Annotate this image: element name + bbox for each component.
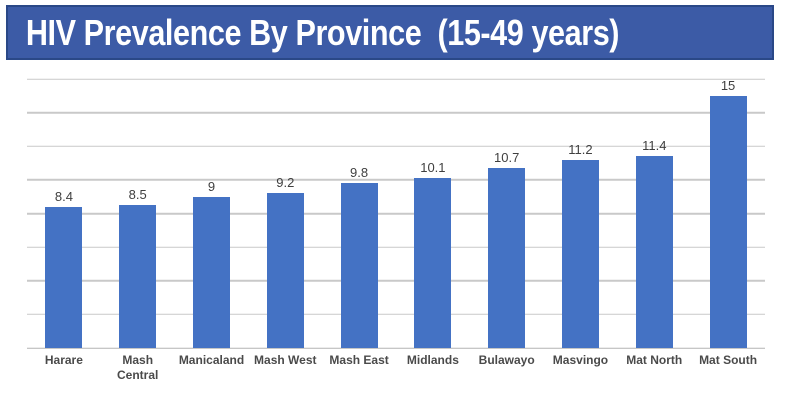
category-label: Midlands <box>406 353 459 367</box>
gridline <box>27 246 765 248</box>
category-label: Manicaland <box>178 353 245 367</box>
bar-slot: 9 <box>175 79 249 348</box>
category-label: Mash East <box>329 353 389 367</box>
gridline <box>27 111 765 114</box>
category-label: Masvingo <box>552 353 609 367</box>
bar-slot: 11.4 <box>617 79 691 348</box>
bar-slot: 8.5 <box>101 79 175 348</box>
bar <box>635 156 673 348</box>
data-label: 11.2 <box>568 141 593 157</box>
data-label: 10.1 <box>420 160 446 176</box>
data-label: 10.7 <box>494 150 520 166</box>
bars-row: 8.4 8.5 9 9.2 9.8 10.1 10.7 11.2 11.4 15 <box>27 77 765 348</box>
gridline <box>27 212 765 215</box>
data-label: 8.5 <box>128 187 147 203</box>
bar-slot: 11.2 <box>544 79 618 348</box>
bar-slot: 9.2 <box>248 79 322 348</box>
data-label: 8.4 <box>54 188 73 204</box>
category-label: Harare <box>44 353 83 367</box>
bar <box>414 178 452 348</box>
category-label: Mash West <box>254 353 317 367</box>
bar <box>266 193 304 348</box>
category-label: Bulawayo <box>478 353 535 367</box>
data-label: 9 <box>207 178 216 194</box>
gridline <box>27 78 765 80</box>
data-label: 11.4 <box>642 138 667 154</box>
bar-slot: 8.4 <box>27 79 101 348</box>
plot-area: 8.4 8.5 9 9.2 9.8 10.1 10.7 11.2 11.4 15 <box>27 77 765 349</box>
category-label: Mash Central <box>117 353 159 382</box>
category-label: Mat South <box>699 353 758 367</box>
gridline <box>27 145 765 147</box>
chart-title: HIV Prevalence By Province (15-49 years) <box>25 11 620 53</box>
bar <box>119 205 157 348</box>
bar-slot: 10.7 <box>470 79 544 348</box>
data-label: 9.2 <box>276 175 295 191</box>
gridline <box>27 280 765 282</box>
bar <box>192 196 230 348</box>
bar <box>45 206 83 348</box>
bar <box>709 95 747 348</box>
category-label: Mat North <box>626 353 683 367</box>
data-label: 9.8 <box>350 165 369 181</box>
data-label: 15 <box>720 77 736 93</box>
bar-slot: 10.1 <box>396 79 470 348</box>
gridline <box>27 179 765 181</box>
bar-slot: 15 <box>691 77 765 348</box>
bar <box>488 168 526 348</box>
bar <box>561 159 599 348</box>
bar-slot: 9.8 <box>322 79 396 348</box>
x-axis-labels: Harare Mash Central Manicaland Mash West Mas… <box>27 353 765 383</box>
chart-title-banner: HIV Prevalence By Province (15-49 years) <box>6 5 774 60</box>
bar <box>340 183 378 348</box>
x-axis-line <box>27 347 765 349</box>
gridline <box>27 313 765 316</box>
